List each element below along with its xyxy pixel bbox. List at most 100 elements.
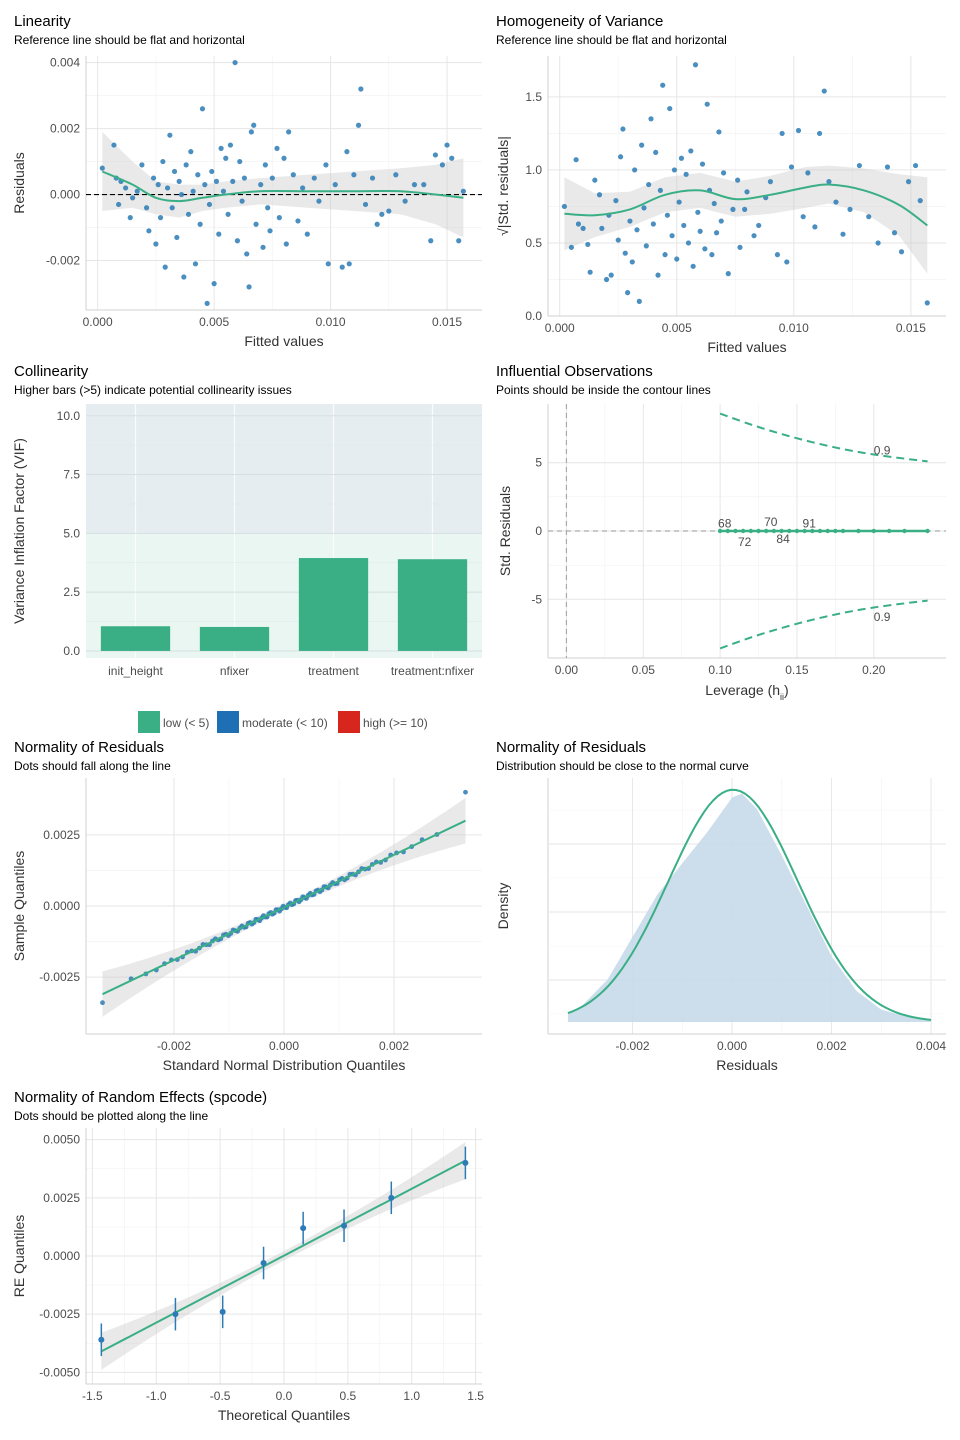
linearity-point (127, 215, 133, 221)
re-qq-reference-line (100, 1159, 466, 1353)
homogeneity-point (730, 206, 736, 212)
re_qq-x-axis-label: Theoretical Quantiles (218, 1407, 350, 1423)
influential-contour-label: 0.9 (874, 443, 891, 457)
homogeneity-point (648, 116, 654, 122)
collinearity-bar-treatment:nfixer (397, 559, 468, 651)
homogeneity-point (639, 142, 645, 148)
linearity-point (111, 142, 117, 148)
homogeneity-smooth-line (564, 183, 928, 227)
linearity-confidence-band (102, 131, 464, 238)
linearity-point (274, 145, 280, 151)
homogeneity-point (767, 179, 774, 185)
homogeneity-point (617, 154, 624, 160)
influential-point (764, 528, 769, 534)
homogeneity-point (674, 256, 680, 262)
homogeneity-point (662, 252, 668, 258)
homogeneity-point (875, 240, 881, 246)
linearity-y-tick-label: 0.004 (50, 56, 80, 70)
linearity-plot: 0.000 0.005 0.010 0.015 -0.002 0.000 0.002 0.00… (11, 56, 482, 349)
linearity-point (190, 188, 196, 194)
homogeneity-point (620, 126, 626, 132)
homogeneity-x-axis-label: Fitted values (707, 339, 786, 355)
density-subtitle: Distribution should be close to the norm… (496, 759, 749, 773)
linearity-point (211, 281, 217, 287)
linearity-y-tick-label: 0.000 (50, 188, 80, 202)
homogeneity-point (891, 230, 898, 236)
collinearity-high-zone (86, 404, 482, 534)
influential-subtitle: Points should be inside the contour line… (496, 383, 711, 397)
re-qq-plot: -1.5 -1.0 -0.5 0.0 0.5 1.0 1.5 -0.0050 -0.0025 0.… (11, 1128, 484, 1423)
homogeneity-point (697, 228, 703, 234)
homogeneity-y-axis-label: √|Std. residuals| (495, 136, 511, 236)
re_qq-x-tick-label: 0.5 (340, 1389, 357, 1403)
re_qq-x-tick-label: 1.5 (467, 1389, 484, 1403)
density-x-axis-label: Residuals (716, 1057, 777, 1073)
homogeneity-point (627, 218, 633, 224)
qq_residuals-x-tick-label: 0.000 (269, 1039, 299, 1053)
re-qq-point (341, 1222, 348, 1229)
re-qq-point (260, 1259, 267, 1266)
homogeneity-point (800, 214, 806, 220)
linearity-point (227, 142, 234, 148)
influential-title: Influential Observations (496, 363, 653, 380)
linearity-point (185, 211, 192, 217)
influential-y-axis-label: Std. Residuals (497, 486, 513, 576)
linearity-point (251, 122, 257, 128)
homogeneity-point (641, 205, 647, 211)
influential-x-tick-label: 0.10 (708, 663, 732, 677)
collinearity-x-tick-label: treatment (308, 664, 359, 678)
linearity-point (253, 221, 259, 227)
collinearity-bar-nfixer (199, 626, 270, 651)
collinearity-y-axis-label: Variance Inflation Factor (VIF) (11, 438, 27, 624)
homogeneity-point (685, 240, 692, 246)
linearity-point (197, 221, 203, 227)
linearity-point (157, 215, 164, 221)
homogeneity-point (744, 189, 750, 195)
influential-point (886, 528, 892, 534)
linearity-point (155, 182, 161, 188)
collinearity-legend: low (< 5) moderate (< 10) high (>= 10) (138, 711, 428, 733)
homogeneity-point (735, 177, 741, 183)
qq-residuals-plot: -0.002 0.000 0.002 -0.0025 0.0000 0.0025 Stand… (11, 778, 482, 1073)
re_qq-x-tick-label: -1.5 (82, 1389, 103, 1403)
homogeneity-point (856, 162, 862, 169)
homogeneity-point (716, 129, 722, 135)
re_qq-y-tick-label: -0.0050 (39, 1365, 80, 1379)
homogeneity-y-tick-label: 1.5 (525, 90, 542, 104)
homogeneity-point (898, 249, 905, 255)
homogeneity-point (603, 276, 610, 283)
influential-point (717, 528, 723, 534)
linearity-point (300, 185, 306, 191)
homogeneity-point (713, 230, 720, 236)
linearity-point (332, 182, 338, 188)
homogeneity-point (653, 149, 659, 156)
linearity-point (304, 231, 310, 237)
panel-homogeneity: Homogeneity of Variance Reference line s… (495, 13, 946, 355)
linearity-point (411, 182, 418, 188)
homogeneity-point (826, 179, 832, 185)
influential-point (779, 528, 784, 534)
qq_residuals-y-tick-label: 0.0000 (43, 899, 80, 913)
re_qq-y-axis-label: RE Quantiles (11, 1215, 27, 1297)
homogeneity-point (812, 224, 818, 230)
homogeneity-point (905, 179, 912, 185)
qq-residuals-title: Normality of Residuals (14, 739, 164, 756)
homogeneity-point (774, 252, 781, 258)
linearity-point (129, 195, 136, 201)
legend-label-high: high (>= 10) (363, 716, 428, 730)
qq_residuals-y-tick-label: 0.0025 (43, 828, 80, 842)
collinearity-x-tick-label: treatment:nfixer (391, 664, 474, 678)
linearity-point (244, 251, 250, 257)
linearity-point (134, 188, 140, 194)
homogeneity-point (671, 167, 678, 173)
qq_residuals-x-tick-label: -0.002 (157, 1039, 191, 1053)
homogeneity-point (636, 298, 642, 304)
homogeneity-point (561, 203, 567, 210)
linearity-title: Linearity (14, 13, 71, 30)
homogeneity-point (634, 227, 640, 233)
collinearity-subtitle: Higher bars (>5) indicate potential coll… (14, 383, 292, 397)
homogeneity-point (742, 206, 748, 212)
panel-influential: Influential Observations Points should b… (496, 363, 946, 702)
homogeneity-x-tick-label: 0.005 (662, 321, 692, 335)
linearity-point (218, 145, 224, 151)
